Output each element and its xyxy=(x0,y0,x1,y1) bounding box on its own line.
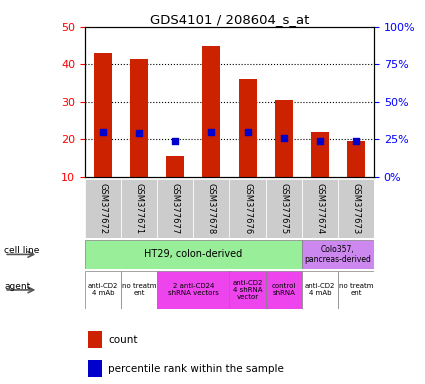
Bar xyxy=(230,271,266,309)
Bar xyxy=(85,271,121,309)
Bar xyxy=(130,59,148,177)
Text: GSM377674: GSM377674 xyxy=(315,183,324,234)
Bar xyxy=(302,271,338,309)
Text: GSM377675: GSM377675 xyxy=(279,183,288,234)
Text: control
shRNA: control shRNA xyxy=(272,283,296,296)
Title: GDS4101 / 208604_s_at: GDS4101 / 208604_s_at xyxy=(150,13,309,26)
Text: GSM377676: GSM377676 xyxy=(243,183,252,234)
Text: HT29, colon-derived: HT29, colon-derived xyxy=(144,249,243,260)
Bar xyxy=(121,271,157,309)
Text: no treatm
ent: no treatm ent xyxy=(122,283,156,296)
Point xyxy=(208,129,215,136)
Bar xyxy=(302,240,374,269)
Point xyxy=(352,138,359,144)
Point xyxy=(316,137,323,144)
Text: anti-CD2
4 shRNA
vector: anti-CD2 4 shRNA vector xyxy=(232,280,263,300)
Point xyxy=(136,130,142,136)
Point xyxy=(99,129,106,135)
Bar xyxy=(94,53,112,177)
Bar xyxy=(85,240,302,269)
Text: percentile rank within the sample: percentile rank within the sample xyxy=(108,364,284,374)
Text: agent: agent xyxy=(4,281,31,291)
Text: Colo357,
pancreas-derived: Colo357, pancreas-derived xyxy=(304,245,371,264)
Text: anti-CD2
4 mAb: anti-CD2 4 mAb xyxy=(305,283,335,296)
Bar xyxy=(266,271,302,309)
Point xyxy=(244,129,251,135)
Bar xyxy=(238,79,257,177)
Bar xyxy=(157,271,230,309)
Text: GSM377672: GSM377672 xyxy=(99,183,108,234)
Text: no treatm
ent: no treatm ent xyxy=(339,283,373,296)
Text: GSM377678: GSM377678 xyxy=(207,183,216,234)
Bar xyxy=(275,100,293,177)
Text: 2 anti-CD24
shRNA vectors: 2 anti-CD24 shRNA vectors xyxy=(168,283,219,296)
Text: cell line: cell line xyxy=(4,246,40,255)
Bar xyxy=(302,179,338,238)
Bar xyxy=(157,179,193,238)
Bar xyxy=(311,132,329,177)
Bar xyxy=(338,271,374,309)
Bar xyxy=(202,46,221,177)
Text: GSM377677: GSM377677 xyxy=(171,183,180,234)
Bar xyxy=(121,179,157,238)
Bar xyxy=(88,331,102,349)
Bar xyxy=(85,179,121,238)
Text: GSM377673: GSM377673 xyxy=(351,183,360,234)
Text: count: count xyxy=(108,335,138,345)
Text: anti-CD2
4 mAb: anti-CD2 4 mAb xyxy=(88,283,118,296)
Bar xyxy=(266,179,302,238)
Text: GSM377671: GSM377671 xyxy=(135,183,144,234)
Point xyxy=(172,137,178,144)
Bar xyxy=(88,360,102,377)
Bar xyxy=(347,141,365,177)
Bar xyxy=(193,179,230,238)
Bar xyxy=(230,179,266,238)
Bar xyxy=(166,156,184,177)
Point xyxy=(280,135,287,141)
Bar xyxy=(338,179,374,238)
